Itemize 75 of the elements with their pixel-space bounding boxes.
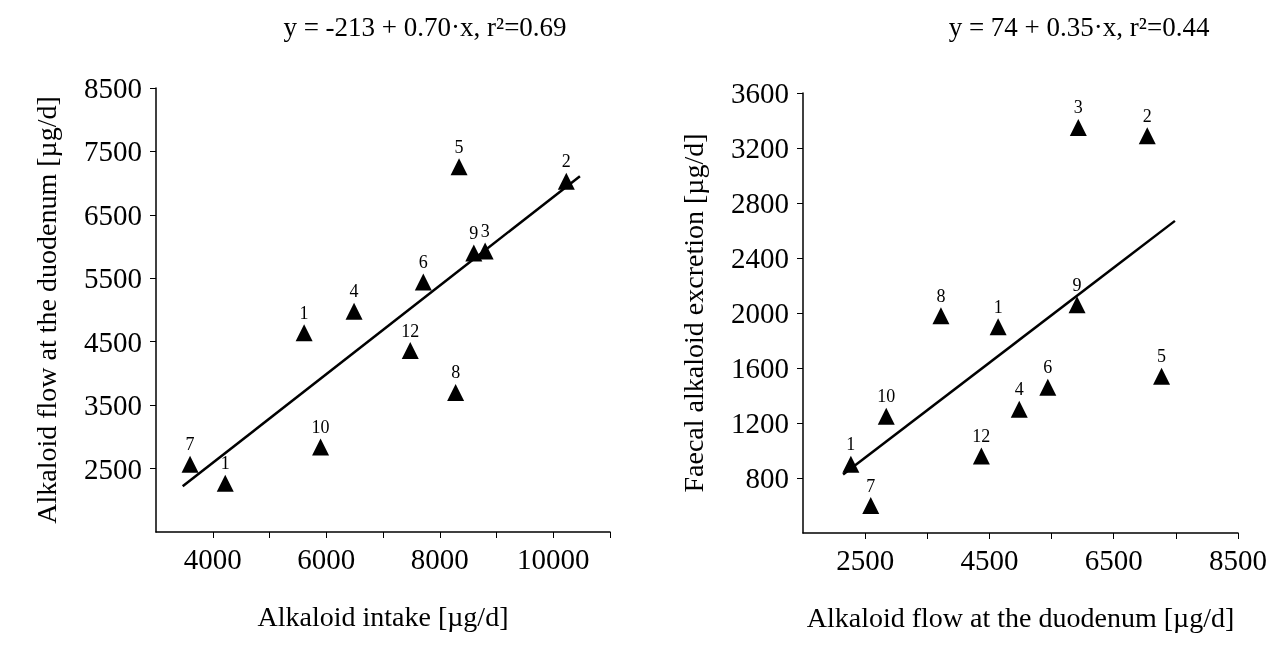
y-tick-label: 3600: [731, 77, 789, 109]
annotation: 1: [220, 453, 230, 474]
annotation: 12: [972, 426, 991, 446]
x-tick-label: 4500: [960, 543, 1019, 576]
x-tick-label: 6000: [297, 542, 356, 575]
y-axis-title: Faecal alkaloid excretion [µg/d]: [677, 133, 709, 493]
point: [557, 172, 575, 190]
point: [1069, 118, 1087, 136]
point: [989, 318, 1007, 336]
x-tick-label: 2500: [836, 543, 895, 576]
y-tick-label: 800: [745, 462, 789, 494]
annotation: 1: [299, 302, 309, 323]
point: [1010, 400, 1028, 418]
y-tick-label: 6500: [84, 198, 142, 231]
annotation: 7: [866, 475, 876, 496]
annotation: 2: [1142, 105, 1152, 126]
point: [401, 342, 419, 360]
point: [345, 302, 363, 320]
y-tick-label: 2000: [731, 297, 789, 329]
annotation: 4: [1014, 379, 1024, 400]
point: [842, 455, 860, 473]
annotation: 8: [936, 285, 946, 306]
point: [862, 497, 880, 514]
point: [447, 383, 465, 401]
point: [414, 273, 432, 291]
x-tick-label: 6500: [1084, 543, 1143, 576]
annotation: 12: [401, 320, 420, 341]
point: [1138, 127, 1156, 145]
x-tick-label: 8000: [410, 542, 469, 575]
point: [181, 455, 199, 473]
y-tick-label: 2800: [731, 187, 789, 219]
annotation: 5: [454, 136, 464, 157]
point: [295, 324, 313, 342]
annotation: 1: [993, 296, 1003, 317]
x-axis-title: Alkaloid flow at the duodenum [µg/d]: [806, 601, 1235, 633]
annotation: 6: [418, 252, 428, 273]
annotation: 2: [561, 151, 571, 172]
annotation: 3: [480, 221, 490, 242]
annotation: 9: [1072, 274, 1082, 295]
annotation: 9: [469, 222, 479, 243]
y-tick-label: 3200: [731, 132, 789, 164]
y-tick-label: 2400: [731, 242, 789, 274]
x-tick-label: 4000: [183, 542, 242, 575]
chart-title: y = -213 + 0.70·x, r²=0.69: [283, 11, 567, 42]
annotation: 10: [311, 417, 330, 438]
y-tick-label: 8500: [84, 72, 142, 104]
point: [877, 407, 895, 425]
y-tick-label: 5500: [84, 262, 142, 295]
annotation: 8: [451, 362, 461, 383]
point: [932, 307, 950, 325]
x-axis-title: Alkaloid intake [µg/d]: [257, 600, 509, 632]
point: [1039, 378, 1057, 396]
annotation: 5: [1157, 346, 1167, 367]
x-tick-label: 8500: [1209, 543, 1267, 576]
point: [972, 447, 990, 465]
y-axis-title: Alkaloid flow at the duodenum [µg/d]: [30, 96, 62, 524]
chart-title: y = 74 + 0.35·x, r²=0.44: [948, 11, 1210, 42]
point: [312, 438, 330, 456]
x-tick-label: 10000: [517, 542, 590, 575]
annotation: 3: [1073, 97, 1083, 118]
point: [1153, 367, 1171, 385]
point: [450, 158, 468, 176]
annotation: 4: [349, 281, 359, 302]
y-tick-label: 7500: [84, 135, 142, 168]
y-tick-label: 2500: [84, 452, 142, 485]
point: [1068, 296, 1086, 314]
annotation: 6: [1043, 357, 1053, 378]
y-tick-label: 1600: [731, 352, 789, 384]
annotation: 1: [846, 434, 856, 455]
point: [216, 474, 234, 492]
annotation: 10: [877, 386, 896, 407]
annotation: 7: [185, 434, 195, 455]
y-tick-label: 1200: [731, 407, 789, 439]
y-tick-label: 4500: [84, 325, 142, 358]
y-tick-label: 3500: [84, 389, 142, 422]
